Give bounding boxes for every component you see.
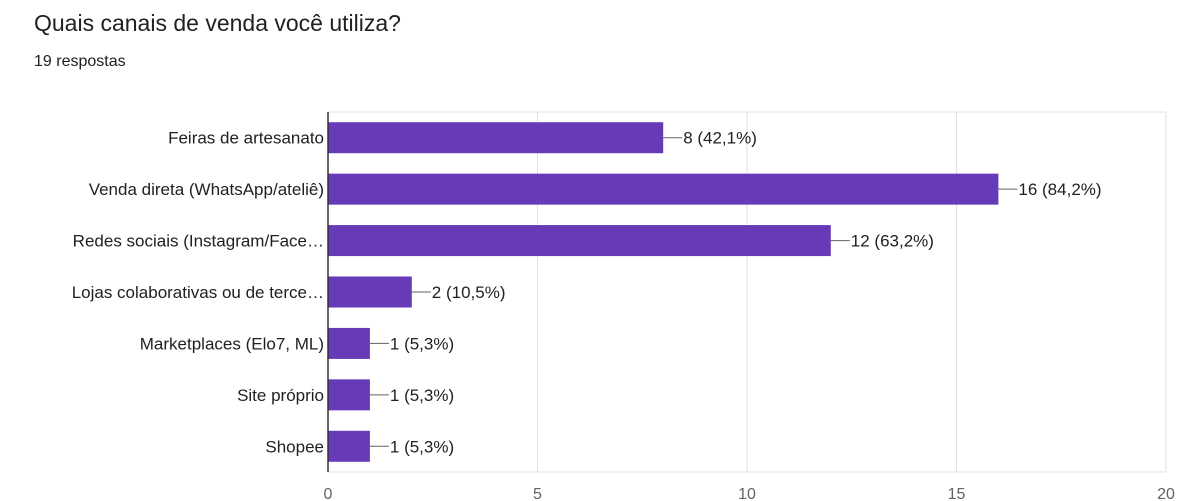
x-tick-label: 5 (533, 486, 542, 501)
category-label: Feiras de artesanato (168, 129, 324, 148)
x-tick-label: 10 (738, 486, 756, 501)
bar (328, 430, 370, 462)
bar (328, 327, 370, 359)
data-label: 2 (10,5%) (432, 283, 506, 302)
bar (328, 173, 999, 205)
data-label: 16 (84,2%) (1018, 180, 1101, 199)
category-label: Redes sociais (Instagram/Face… (73, 232, 324, 251)
data-label: 1 (5,3%) (390, 334, 454, 353)
category-label: Venda direta (WhatsApp/ateliê) (89, 180, 324, 199)
bar (328, 225, 831, 257)
data-label: 12 (63,2%) (851, 232, 934, 251)
category-label: Shopee (265, 437, 324, 456)
category-label: Marketplaces (Elo7, ML) (140, 334, 324, 353)
bar (328, 276, 412, 308)
data-label: 8 (42,1%) (683, 129, 757, 148)
response-count: 19 respostas (34, 53, 126, 70)
data-label: 1 (5,3%) (390, 437, 454, 456)
category-label: Lojas colaborativas ou de terce… (72, 283, 324, 302)
x-tick-label: 20 (1157, 486, 1175, 501)
question-title: Quais canais de venda você utiliza? (34, 10, 401, 36)
bar (328, 122, 664, 154)
data-label: 1 (5,3%) (390, 386, 454, 405)
x-tick-label: 0 (324, 486, 333, 501)
bar (328, 379, 370, 411)
category-label: Site próprio (237, 386, 324, 405)
x-tick-label: 15 (948, 486, 966, 501)
